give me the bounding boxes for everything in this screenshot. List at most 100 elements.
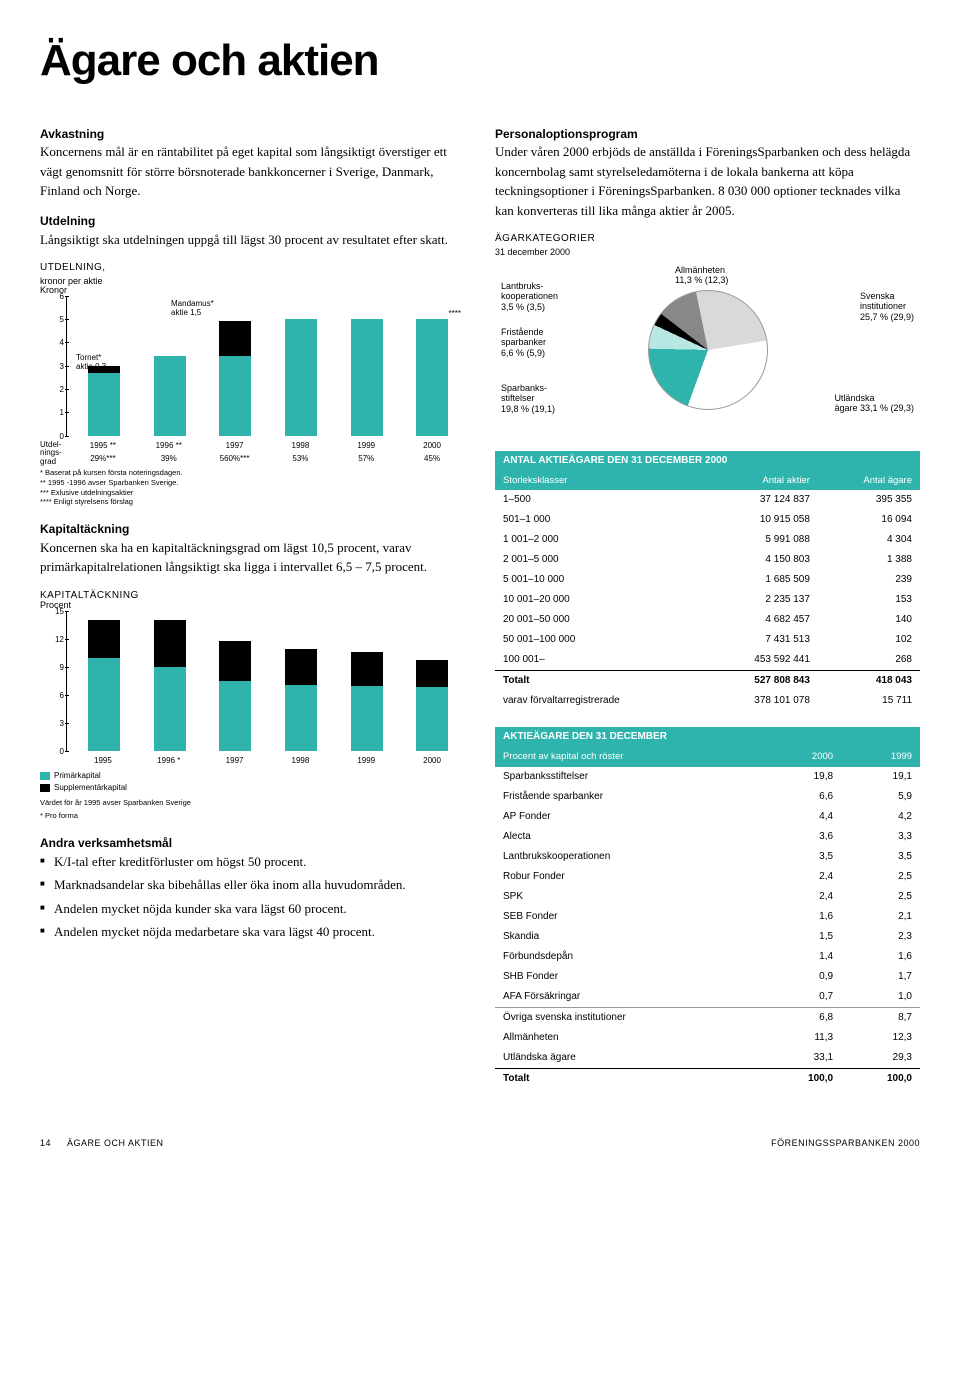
personal-body: Under våren 2000 erbjöds de anställda i … xyxy=(495,142,920,220)
table-cell: SEB Fonder xyxy=(495,907,762,927)
table-cell: 6,8 xyxy=(762,1007,841,1028)
table-total-cell: 15 711 xyxy=(818,691,920,711)
table-col-header: Antal ägare xyxy=(818,471,920,490)
table-cell: 3,3 xyxy=(841,827,920,847)
legend-item: Primärkapital xyxy=(40,770,465,781)
table-cell: 10 001–20 000 xyxy=(495,590,705,610)
table-row: 1 001–2 0005 991 0884 304 xyxy=(495,530,920,550)
table-row: Förbundsdepån1,41,6 xyxy=(495,947,920,967)
table-cell: 4 304 xyxy=(818,530,920,550)
table-cell: Förbundsdepån xyxy=(495,947,762,967)
table-cell: 29,3 xyxy=(841,1048,920,1069)
table-row: Alecta3,63,3 xyxy=(495,827,920,847)
table-cell: 6,6 xyxy=(762,787,841,807)
avkastning-head: Avkastning xyxy=(40,126,465,143)
table-cell: 2,3 xyxy=(841,927,920,947)
bar-column xyxy=(202,611,268,751)
x-axis-label: 2000 xyxy=(399,755,465,766)
utdelningsgrad-value: 53% xyxy=(267,453,333,464)
kapital-body: Koncernen ska ha en kapitaltäckningsgrad… xyxy=(40,538,465,577)
footnote: ** 1995 -1996 avser Sparbanken Sverige. xyxy=(40,478,465,488)
table-cell: 37 124 837 xyxy=(705,490,818,510)
x-axis-label: 1998 xyxy=(267,440,333,451)
pie-label-allman: Allmänheten11,3 % (12,3) xyxy=(675,265,728,286)
x-axis-label: 1995 xyxy=(70,755,136,766)
table-total-cell: 527 808 843 xyxy=(705,671,818,692)
table-cell: 2 235 137 xyxy=(705,590,818,610)
table-cell: 102 xyxy=(818,630,920,650)
chart1-row2-head: Utdel-nings-grad xyxy=(40,441,78,466)
two-column-layout: Avkastning Koncernens mål är en räntabil… xyxy=(40,122,920,1089)
table-cell: 140 xyxy=(818,610,920,630)
table-cell: 5 001–10 000 xyxy=(495,570,705,590)
table-cell: 153 xyxy=(818,590,920,610)
table-cell: 7 431 513 xyxy=(705,630,818,650)
table-cell: 100 001– xyxy=(495,650,705,671)
table-row: Sparbanksstiftelser19,819,1 xyxy=(495,767,920,787)
table-col-header: Storleksklasser xyxy=(495,471,705,490)
table-cell: 1,7 xyxy=(841,967,920,987)
table-cell: 1,4 xyxy=(762,947,841,967)
table-cell: 5,9 xyxy=(841,787,920,807)
pie-label-sparbank: Sparbanks-stiftelser19,8 % (19,1) xyxy=(501,383,555,414)
table-cell: 1,6 xyxy=(841,947,920,967)
table-cell: 1 388 xyxy=(818,550,920,570)
personal-head: Personaloptionsprogram xyxy=(495,126,920,143)
table-cell: 0,7 xyxy=(762,987,841,1008)
table-row: AFA Försäkringar0,71,0 xyxy=(495,987,920,1008)
table-cell: 0,9 xyxy=(762,967,841,987)
table-cell: 1 685 509 xyxy=(705,570,818,590)
table-row: 501–1 00010 915 05816 094 xyxy=(495,510,920,530)
table-cell: 239 xyxy=(818,570,920,590)
pie-chart: Lantbruks-kooperationen3,5 % (3,5) Frist… xyxy=(495,265,920,435)
chart1-annot-mandamus: Mandamus*aktie 1,5 xyxy=(171,300,214,318)
table-cell: 2,4 xyxy=(762,887,841,907)
table-cell: 1 001–2 000 xyxy=(495,530,705,550)
bar-column xyxy=(334,611,400,751)
pie-title: ÄGARKATEGORIER xyxy=(495,232,920,246)
chart2-title: KAPITALTÄCKNING xyxy=(40,589,465,603)
x-axis-label: 1995 ** xyxy=(70,440,136,451)
table-row: 5 001–10 0001 685 509239 xyxy=(495,570,920,590)
x-axis-label: 1996 * xyxy=(136,755,202,766)
table-total-cell: varav förvaltarregistrerade xyxy=(495,691,705,711)
table-row: Fristående sparbanker6,65,9 xyxy=(495,787,920,807)
utdelningsgrad-value: 57% xyxy=(333,453,399,464)
andra-bullets: K/I-tal efter kreditförluster om högst 5… xyxy=(40,852,465,942)
page-title: Ägare och aktien xyxy=(40,30,920,92)
table-cell: 395 355 xyxy=(818,490,920,510)
table-total-cell: 378 101 078 xyxy=(705,691,818,711)
table-row: Allmänheten11,312,3 xyxy=(495,1028,920,1048)
table2: AKTIEÄGARE DEN 31 DECEMBER Procent av ka… xyxy=(495,727,920,1088)
table-col-header: Antal aktier xyxy=(705,471,818,490)
table-cell: 10 915 058 xyxy=(705,510,818,530)
table-row: Utländska ägare33,129,3 xyxy=(495,1048,920,1069)
table-cell: 3,6 xyxy=(762,827,841,847)
pie-label-svenska: Svenskainstitutioner25,7 % (29,9) xyxy=(860,291,914,322)
pie-sub: 31 december 2000 xyxy=(495,246,920,259)
table-cell: SHB Fonder xyxy=(495,967,762,987)
table-row: AP Fonder4,44,2 xyxy=(495,807,920,827)
table-cell: 19,8 xyxy=(762,767,841,787)
table-row: Lantbrukskooperationen3,53,5 xyxy=(495,847,920,867)
left-column: Avkastning Koncernens mål är en räntabil… xyxy=(40,122,465,1089)
table-row: 10 001–20 0002 235 137153 xyxy=(495,590,920,610)
table-cell: Lantbrukskooperationen xyxy=(495,847,762,867)
footnote: * Baserat på kursen första noteringsdage… xyxy=(40,468,465,478)
table-cell: 19,1 xyxy=(841,767,920,787)
pie-label-lantbruk: Lantbruks-kooperationen3,5 % (3,5) xyxy=(501,281,558,312)
table-cell: 11,3 xyxy=(762,1028,841,1048)
bar-column xyxy=(268,296,334,436)
table-cell: 12,3 xyxy=(841,1028,920,1048)
pie-label-utlandska: Utländskaägare 33,1 % (29,3) xyxy=(834,393,914,414)
utdelningsgrad-value: 29%*** xyxy=(70,453,136,464)
table-total-cell: Totalt xyxy=(495,671,705,692)
table-cell: 453 592 441 xyxy=(705,650,818,671)
table-row: 20 001–50 0004 682 457140 xyxy=(495,610,920,630)
table-row: 2 001–5 0004 150 8031 388 xyxy=(495,550,920,570)
table-cell: 2,4 xyxy=(762,867,841,887)
bullet-item: K/I-tal efter kreditförluster om högst 5… xyxy=(40,852,465,872)
table-total-cell: Totalt xyxy=(495,1068,762,1089)
chart1-annot-stars: **** xyxy=(449,310,461,319)
x-axis-label: 1997 xyxy=(202,440,268,451)
